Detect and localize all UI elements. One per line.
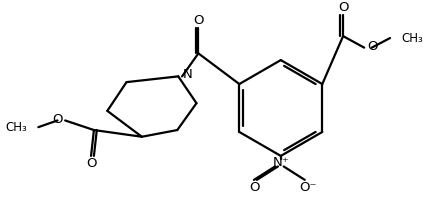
Text: O: O xyxy=(367,40,378,53)
Text: O: O xyxy=(193,14,203,27)
Text: CH₃: CH₃ xyxy=(401,31,423,45)
Text: O⁻: O⁻ xyxy=(299,181,316,194)
Text: CH₃: CH₃ xyxy=(5,121,27,134)
Text: N: N xyxy=(183,68,193,81)
Text: O: O xyxy=(52,113,62,126)
Text: O: O xyxy=(86,157,96,170)
Text: O: O xyxy=(250,181,260,194)
Text: N⁺: N⁺ xyxy=(272,156,289,169)
Text: O: O xyxy=(338,1,349,14)
